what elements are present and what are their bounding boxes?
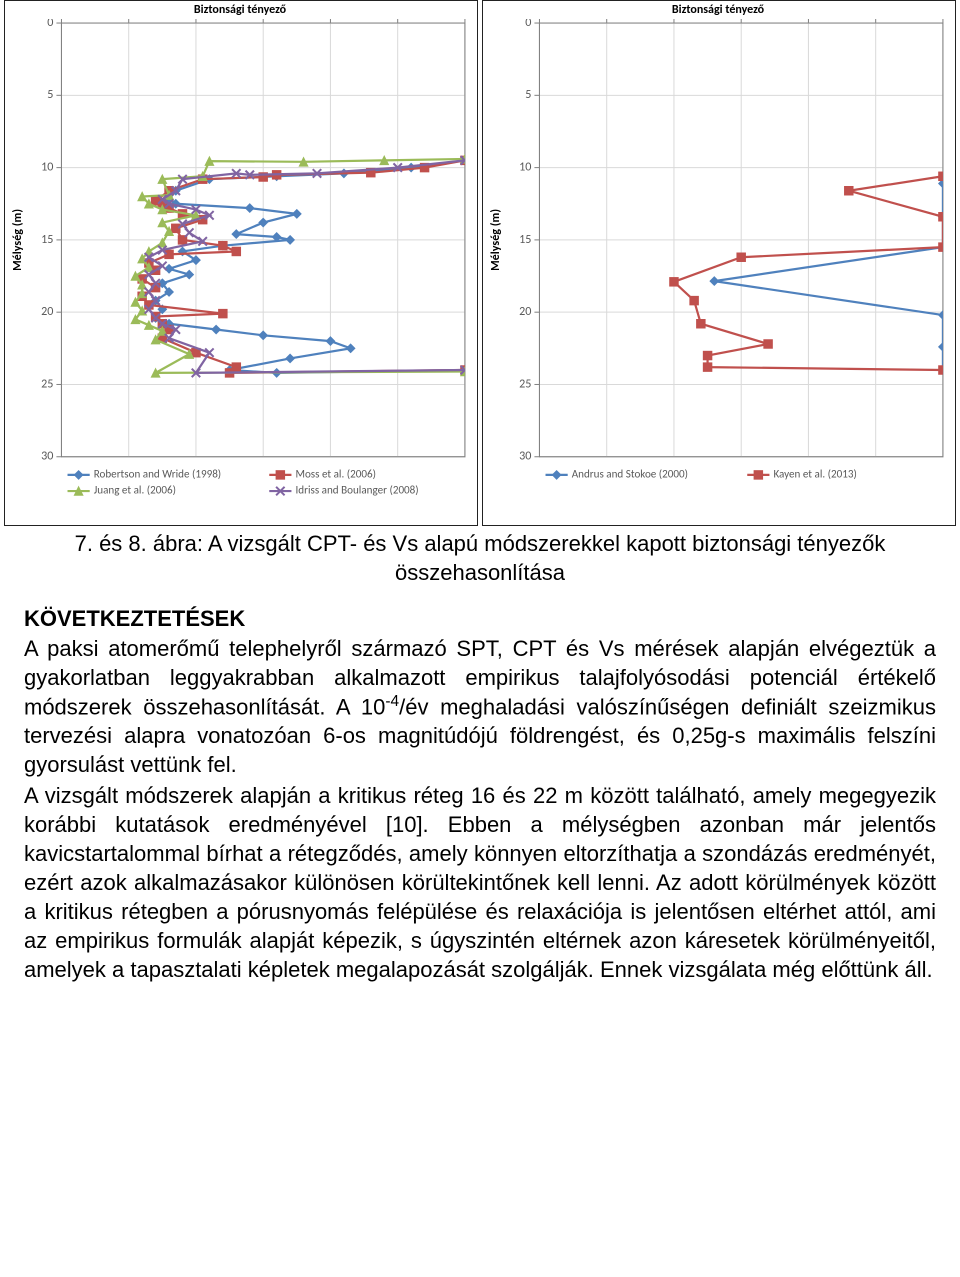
body-text: KÖVETKEZTETÉSEK A paksi atomerőmű teleph… — [0, 606, 960, 1011]
svg-text:20: 20 — [519, 304, 531, 319]
svg-text:15: 15 — [519, 232, 531, 247]
svg-text:15: 15 — [41, 232, 53, 247]
paragraph-1: A paksi atomerőmű telephelyről származó … — [24, 634, 936, 779]
svg-text:Juang et al. (2006): Juang et al. (2006) — [94, 483, 176, 497]
svg-text:5: 5 — [525, 87, 531, 102]
chart-left-box: Biztonsági tényező 0123456051015202530Mé… — [4, 0, 478, 526]
svg-text:30: 30 — [519, 449, 531, 464]
chart-right-box: Biztonsági tényező 0123456051015202530Mé… — [482, 0, 956, 526]
charts-row: Biztonsági tényező 0123456051015202530Mé… — [0, 0, 960, 526]
chart-right-title: Biztonsági tényező — [485, 3, 951, 17]
chart-left: 0123456051015202530Mélység (m)Robertson … — [7, 19, 473, 523]
svg-text:20: 20 — [41, 304, 53, 319]
figure-caption: 7. és 8. ábra: A vizsgált CPT- és Vs ala… — [0, 526, 960, 605]
svg-text:25: 25 — [519, 376, 531, 391]
svg-text:Mélység (m): Mélység (m) — [10, 209, 25, 271]
svg-text:0: 0 — [47, 19, 53, 30]
svg-text:Andrus and Stokoe (2000): Andrus and Stokoe (2000) — [572, 467, 688, 481]
svg-text:10: 10 — [41, 159, 53, 174]
svg-text:Moss et al. (2006): Moss et al. (2006) — [295, 467, 375, 481]
paragraph-2: A vizsgált módszerek alapján a kritikus … — [24, 781, 936, 984]
svg-text:Mélység (m): Mélység (m) — [488, 209, 503, 271]
svg-text:Robertson and Wride (1998): Robertson and Wride (1998) — [94, 467, 221, 481]
svg-text:30: 30 — [41, 449, 53, 464]
svg-text:0: 0 — [525, 19, 531, 30]
chart-right: 0123456051015202530Mélység (m)Andrus and… — [485, 19, 951, 523]
svg-text:25: 25 — [41, 376, 53, 391]
svg-text:Idriss and Boulanger (2008): Idriss and Boulanger (2008) — [295, 483, 418, 497]
svg-text:5: 5 — [47, 87, 53, 102]
section-heading: KÖVETKEZTETÉSEK — [24, 606, 936, 632]
svg-text:10: 10 — [519, 159, 531, 174]
page: { "caption": "7. és 8. ábra: A vizsgált … — [0, 0, 960, 1010]
svg-text:Kayen et al. (2013): Kayen et al. (2013) — [773, 467, 856, 481]
chart-left-title: Biztonsági tényező — [7, 3, 473, 17]
